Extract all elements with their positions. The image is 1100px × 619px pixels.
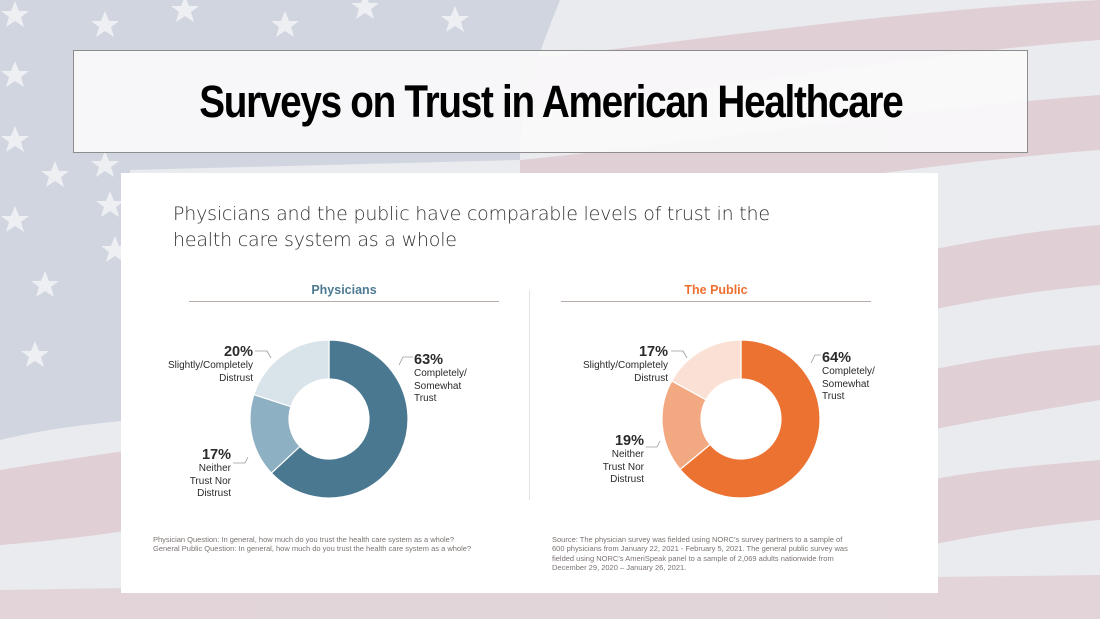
footnote-line: 600 physicians from January 22, 2021 - F…	[552, 544, 848, 554]
label-line: Distrust	[219, 372, 253, 384]
flag-stars	[1, 0, 469, 367]
label-line: Distrust	[197, 488, 231, 499]
physicians-trust-pct: 63%	[414, 352, 444, 368]
label-line: Distrust	[610, 474, 644, 485]
public-title-rule	[561, 301, 871, 302]
public-label-neither: 19% Neither Trust Nor Distrust	[574, 433, 644, 487]
label-line: Somewhat	[822, 378, 870, 390]
label-line: Somewhat	[414, 380, 462, 392]
chart-headline: Physicians and the public have comparabl…	[173, 203, 770, 251]
question-footnote: Physician Question: In general, how much…	[153, 535, 523, 554]
public-trust-pct: 64%	[822, 350, 852, 366]
physicians-label-trust: 63% Completely/ Somewhat Trust	[414, 352, 467, 406]
label-line: Trust Nor	[189, 475, 231, 487]
physicians-panel-title: Physicians	[311, 283, 377, 297]
label-line: Trust	[822, 391, 845, 402]
public-label-trust: 64% Completely/ Somewhat Trust	[822, 350, 875, 404]
leader-line-public-neither	[646, 440, 661, 448]
label-line: Neither	[611, 449, 644, 460]
footnote-line: December 29, 2020 – January 26, 2021.	[552, 563, 687, 573]
footnote-line: fielded using NORC’s AmeriSpeak panel to…	[552, 553, 834, 563]
donut-slice-distrust	[253, 339, 330, 408]
label-line: Trust Nor	[602, 461, 644, 473]
donut-slice-trust	[270, 339, 409, 499]
donut-slice-trust	[679, 339, 821, 499]
public-neither-pct: 19%	[614, 433, 644, 449]
label-line: Neither	[198, 463, 231, 474]
label-line: Trust	[414, 393, 437, 404]
footnote-line: Source: The physician survey was fielded…	[552, 535, 843, 544]
label-line: Distrust	[634, 372, 668, 384]
physicians-distrust-pct: 20%	[223, 344, 253, 360]
physicians-label-distrust: 20% Slightly/Completely Distrust	[141, 344, 253, 385]
slide-title: Surveys on Trust in American Healthcare	[198, 75, 903, 127]
leader-line-physicians-neither	[233, 456, 249, 464]
public-distrust-pct: 17%	[638, 344, 668, 360]
label-line: Slightly/Completely	[167, 360, 253, 371]
label-line: Completely/	[822, 366, 875, 377]
slide-title-box: Surveys on Trust in American Healthcare	[73, 50, 1028, 153]
chart-card: Physicians and the public have comparabl…	[121, 173, 938, 593]
public-label-distrust: 17% Slightly/Completely Distrust	[556, 344, 668, 385]
physicians-title-rule	[189, 301, 499, 302]
physicians-label-neither: 17% Neither Trust Nor Distrust	[161, 447, 231, 501]
panel-divider	[529, 290, 530, 500]
footnote-line: Physician Question: In general, how much…	[153, 535, 454, 544]
label-line: Slightly/Completely	[582, 360, 668, 371]
physicians-donut-chart	[249, 339, 409, 499]
physicians-neither-pct: 17%	[201, 447, 231, 463]
public-panel-title: The Public	[684, 283, 748, 297]
donut-slice-distrust	[670, 339, 742, 401]
public-donut-chart	[661, 339, 821, 499]
label-line: Completely/	[414, 368, 467, 379]
source-footnote: Source: The physician survey was fielded…	[552, 535, 922, 573]
footnote-line: General Public Question: In general, how…	[153, 544, 472, 554]
